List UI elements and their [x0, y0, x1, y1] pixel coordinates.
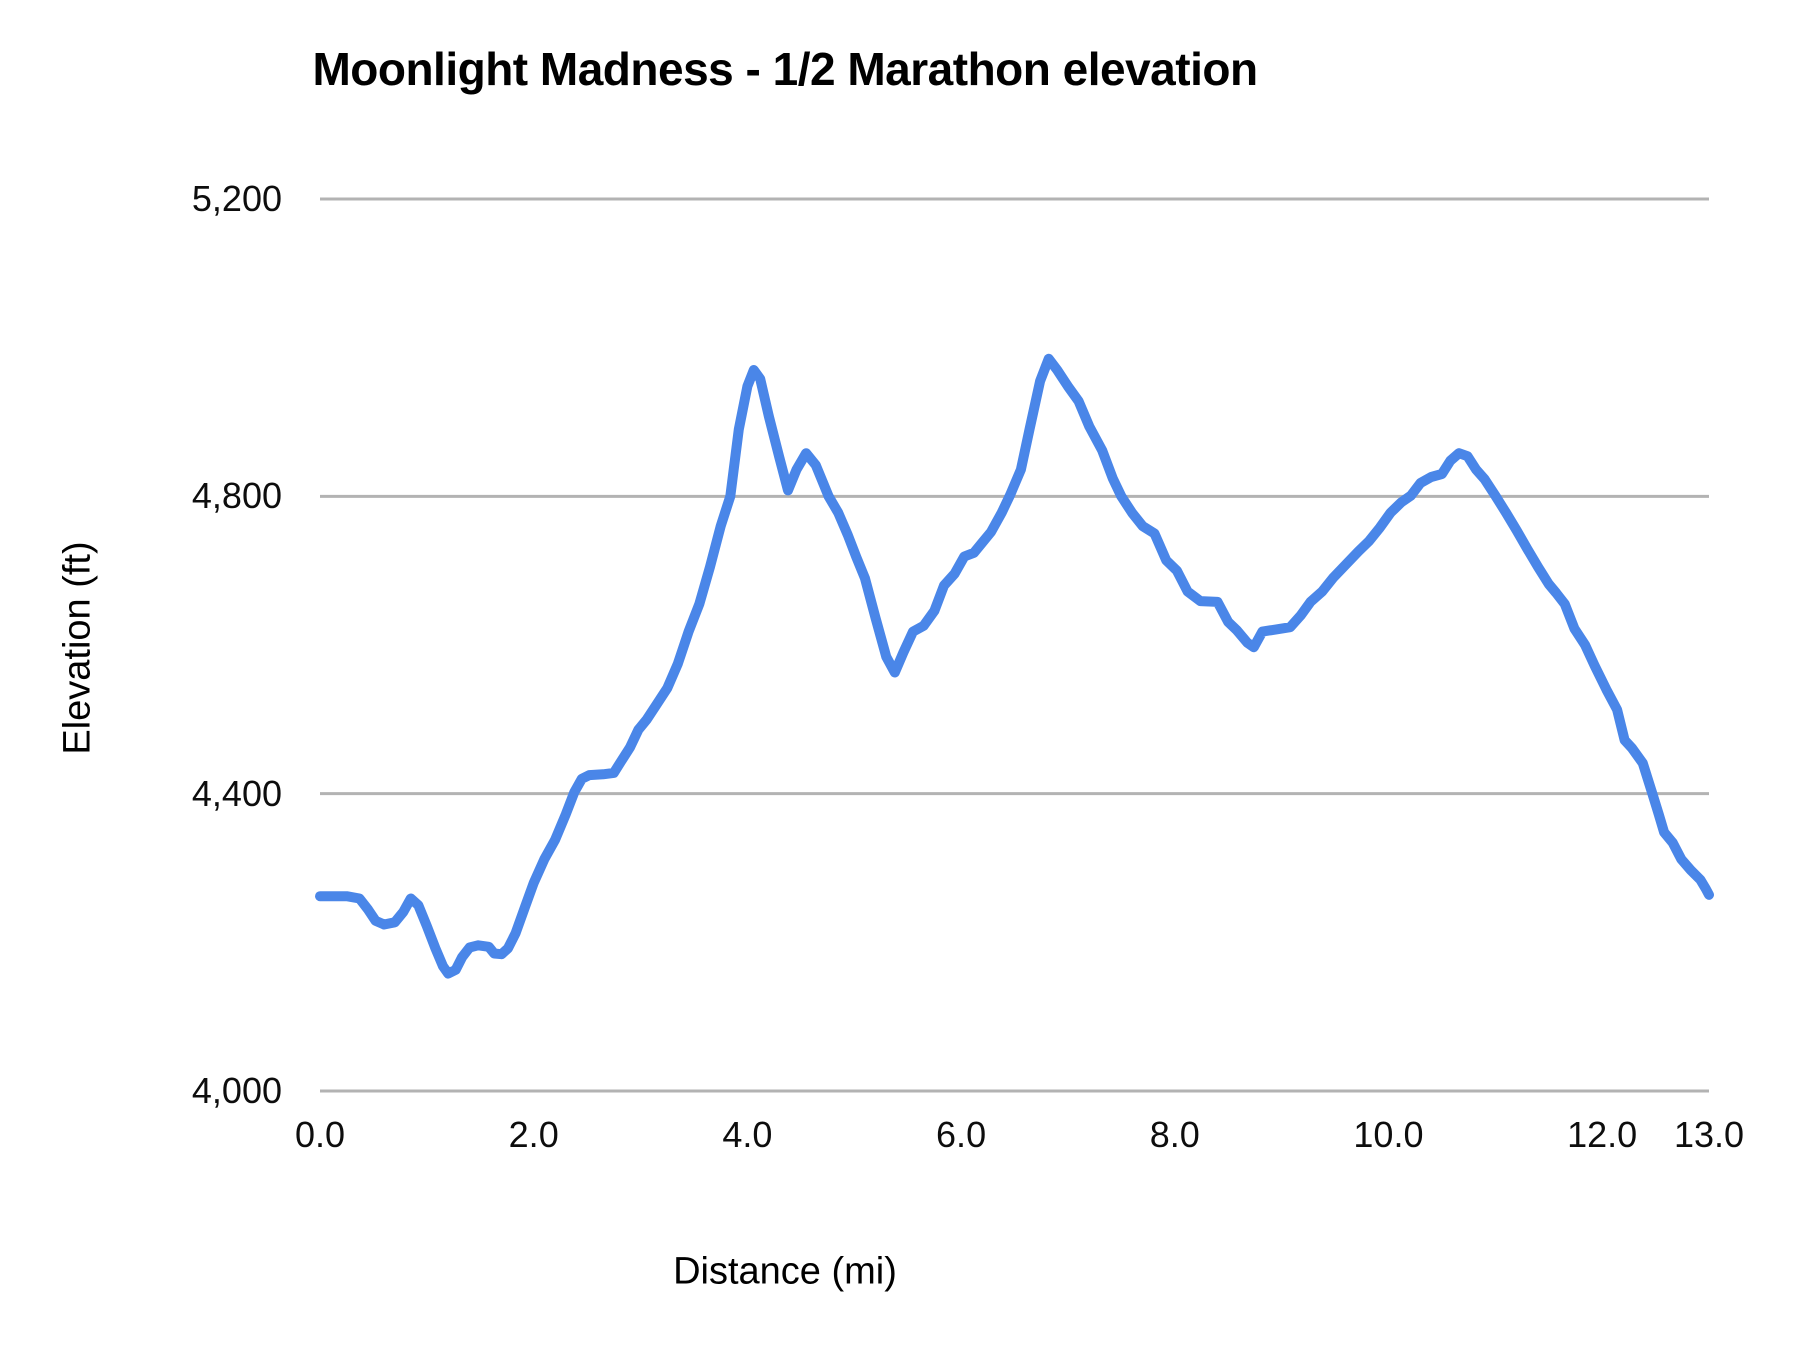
- x-tick-label: 6.0: [936, 1114, 987, 1155]
- x-tick-label: 12.0: [1567, 1114, 1638, 1155]
- chart-title: Moonlight Madness - 1/2 Marathon elevati…: [312, 43, 1258, 95]
- elevation-line: [315, 353, 1714, 979]
- x-tick-label: 0.0: [294, 1114, 346, 1155]
- x-axis-title: Distance (mi): [673, 1250, 897, 1293]
- x-tick-label: 13.0: [1673, 1114, 1745, 1155]
- x-tick-label: 10.0: [1353, 1114, 1424, 1155]
- y-tick-label: 4,800: [191, 475, 282, 517]
- y-tick-label: 4,000: [191, 1070, 282, 1111]
- y-tick-label: 4,400: [191, 772, 282, 814]
- x-tick-label: 8.0: [1149, 1114, 1200, 1155]
- x-tick-label: 2.0: [508, 1114, 559, 1155]
- x-tick-label: 4.0: [722, 1114, 773, 1155]
- y-tick-label: 5,200: [191, 178, 282, 219]
